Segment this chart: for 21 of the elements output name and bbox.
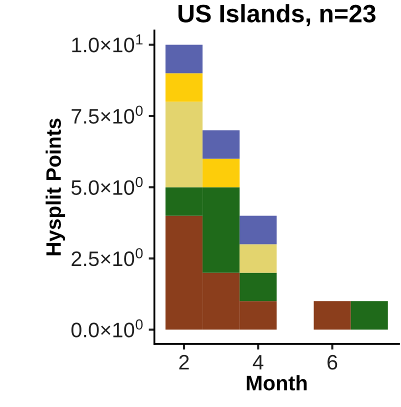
bar (166, 102, 203, 188)
x-tick-label: 2 (179, 354, 189, 370)
x-tick-label: 4 (252, 355, 264, 370)
y-tick-label: 0.0×10$^{0}$ (71, 319, 143, 338)
y-tick-label: 2.5×10$^{0}$ (72, 248, 143, 266)
bar (240, 272, 277, 302)
bar (166, 73, 203, 102)
y-tick-label: 7.5×10$^{0}$ (72, 106, 143, 124)
x-axis-title: Month (246, 375, 307, 390)
y-tick-label: 5.0×10$^{0}$ (71, 176, 143, 195)
bar (240, 216, 277, 244)
bar (314, 301, 351, 330)
bar (240, 244, 277, 273)
bar (350, 301, 388, 330)
y-tick-label: 1.0×10$^{1}$ (72, 34, 143, 52)
bar (202, 158, 240, 188)
bar (166, 44, 203, 74)
y-axis-title: Hysplit Points (46, 118, 66, 256)
chart-title: US Islands, n=23 (178, 4, 376, 26)
bar (202, 130, 240, 159)
x-tick-label: 6 (328, 354, 338, 370)
